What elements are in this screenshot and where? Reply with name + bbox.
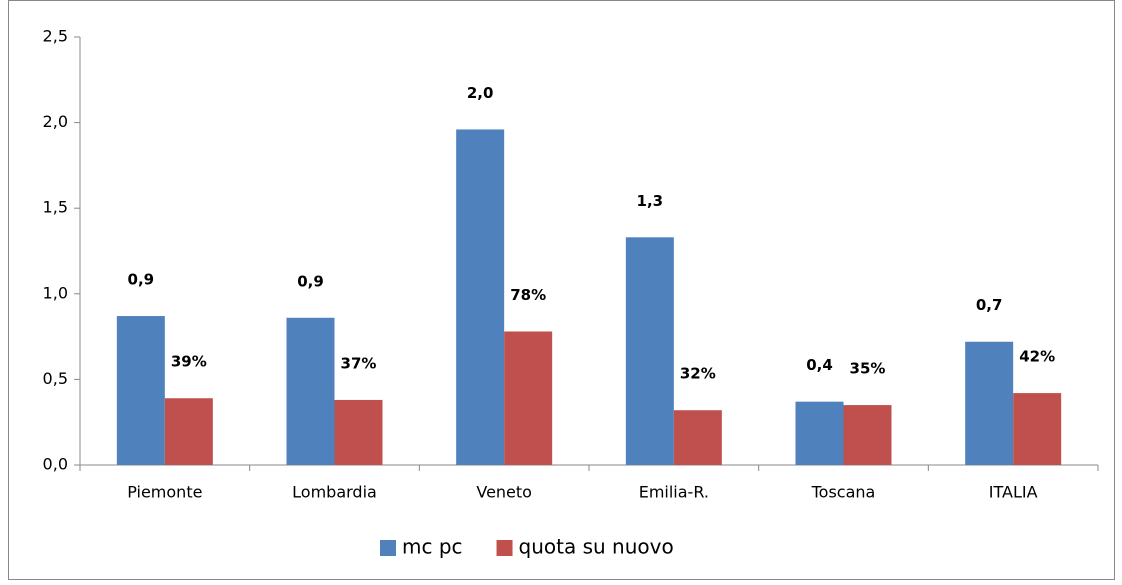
value-label: 35% <box>850 360 886 378</box>
y-tick-label: 0,0 <box>43 455 68 474</box>
y-tick-label: 2,0 <box>43 112 68 131</box>
x-tick-label: Emilia-R. <box>639 483 709 502</box>
y-tick-label: 1,0 <box>43 283 68 302</box>
x-tick-label: Lombardia <box>292 483 377 502</box>
value-label: 0,9 <box>128 271 155 289</box>
x-tick-label: Veneto <box>476 483 532 502</box>
bar <box>504 331 553 465</box>
value-label: 1,3 <box>637 192 664 210</box>
bar <box>673 410 722 465</box>
value-label: 42% <box>1019 348 1055 366</box>
x-tick-label: Toscana <box>811 483 876 502</box>
legend-label: mc pc <box>402 535 463 559</box>
y-tick-label: 1,5 <box>43 198 68 217</box>
y-tick-label: 0,5 <box>43 369 68 388</box>
y-tick-label: 2,5 <box>43 27 68 46</box>
bar <box>164 398 213 465</box>
value-label: 2,0 <box>467 84 494 102</box>
value-label: 32% <box>680 365 716 383</box>
bar <box>795 401 844 465</box>
value-label: 37% <box>341 354 377 372</box>
value-label: 39% <box>171 353 207 371</box>
bar <box>843 405 892 465</box>
chart-border <box>8 0 1115 580</box>
legend-swatch <box>380 540 396 556</box>
bar <box>286 317 335 465</box>
value-label: 0,9 <box>297 272 324 290</box>
value-label: 0,4 <box>806 356 833 374</box>
bar <box>965 341 1014 465</box>
bar <box>1013 393 1062 465</box>
legend-label: quota su nuovo <box>519 535 674 559</box>
bar <box>334 399 383 465</box>
bar <box>116 316 165 465</box>
x-tick-label: Piemonte <box>127 483 202 502</box>
value-label: 0,7 <box>976 296 1003 314</box>
bar <box>625 237 674 465</box>
x-tick-label: ITALIA <box>989 483 1038 502</box>
legend-swatch <box>496 540 513 556</box>
value-label: 78% <box>510 286 546 304</box>
bar <box>456 129 505 465</box>
